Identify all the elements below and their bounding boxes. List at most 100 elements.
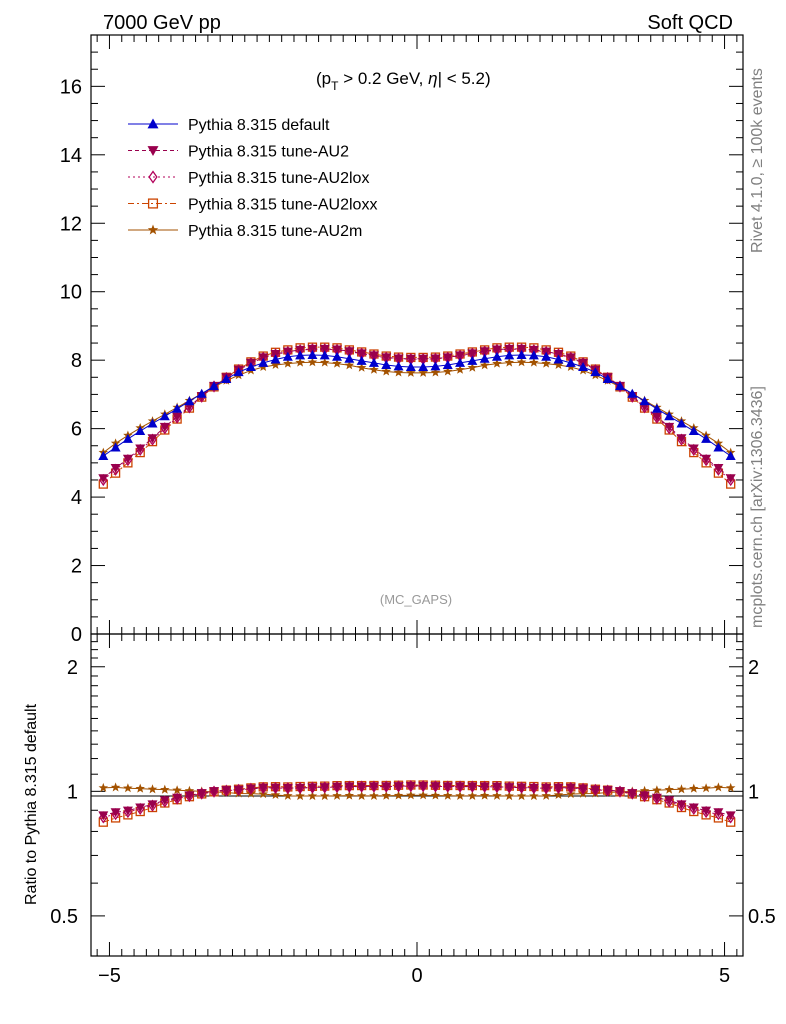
data-point xyxy=(344,353,355,363)
ratio-point xyxy=(135,783,145,793)
ratio-point xyxy=(627,789,638,799)
ratio-point xyxy=(209,787,220,797)
ratio-point xyxy=(282,784,293,794)
data-point xyxy=(233,367,244,377)
ratio-point xyxy=(172,785,182,795)
data-point xyxy=(196,388,207,398)
ratio-point xyxy=(504,791,515,801)
ratio-point xyxy=(319,791,330,801)
data-point xyxy=(491,345,502,355)
data-point xyxy=(319,350,330,360)
data-point xyxy=(344,347,355,357)
ratio-point xyxy=(110,782,121,792)
data-point xyxy=(418,362,429,372)
data-point xyxy=(467,349,478,359)
data-point xyxy=(664,411,675,421)
data-point xyxy=(344,360,355,370)
ratio-point xyxy=(491,782,502,792)
data-point xyxy=(418,367,428,377)
data-point xyxy=(381,366,391,376)
ratio-point xyxy=(430,782,441,792)
data-point xyxy=(516,344,527,354)
data-point xyxy=(504,350,515,360)
data-point xyxy=(467,355,478,365)
series-line xyxy=(102,348,732,479)
ratio-point xyxy=(529,791,539,801)
ratio-point xyxy=(319,783,330,793)
ratio-point xyxy=(184,791,195,801)
y-tick-label: 6 xyxy=(71,419,82,441)
data-point xyxy=(688,444,699,454)
ratio-point xyxy=(504,783,515,793)
data-point xyxy=(393,367,404,377)
data-point xyxy=(651,412,662,422)
data-point xyxy=(627,388,638,398)
ratio-point xyxy=(442,782,453,792)
data-point xyxy=(356,362,367,372)
y-tick-label: 8 xyxy=(71,350,82,372)
ratio-point xyxy=(664,796,675,806)
ratio-point xyxy=(725,811,736,821)
data-point xyxy=(492,358,502,368)
ratio-point xyxy=(245,784,256,794)
y-tick-label: 4 xyxy=(71,487,82,509)
ratio-point xyxy=(332,782,343,792)
ratio-y-tick-label: 2 xyxy=(67,657,78,679)
legend-entry-au2m: Pythia 8.315 tune-AU2m xyxy=(188,223,362,240)
data-point xyxy=(122,454,133,464)
data-point xyxy=(676,418,687,428)
data-point xyxy=(393,361,404,371)
ratio-point xyxy=(381,790,391,800)
data-point xyxy=(381,359,392,369)
data-point xyxy=(467,362,478,372)
ratio-point xyxy=(221,786,232,796)
legend-marker xyxy=(147,198,159,209)
legend-marker xyxy=(147,118,159,129)
data-point xyxy=(245,362,256,372)
y-tick-label: 12 xyxy=(60,213,82,235)
data-point xyxy=(725,451,736,461)
legend-entry-au2loxx: Pythia 8.315 tune-AU2loxx xyxy=(188,197,377,214)
legend-marker xyxy=(147,224,159,235)
ratio-point xyxy=(701,806,712,816)
data-point xyxy=(98,451,109,461)
ratio-point xyxy=(356,790,367,800)
ratio-point xyxy=(689,783,699,793)
ratio-point xyxy=(159,796,170,806)
data-point xyxy=(110,442,121,452)
ratio-point xyxy=(443,790,453,800)
ratio-point xyxy=(479,790,490,800)
ratio-point xyxy=(578,784,589,794)
data-point xyxy=(406,367,416,377)
data-point xyxy=(270,359,281,370)
data-point xyxy=(590,367,601,377)
rivet-label: Rivet 4.1.0, ≥ 100k events xyxy=(749,68,766,253)
data-point xyxy=(701,433,712,443)
ratio-point xyxy=(406,790,416,800)
data-point xyxy=(504,357,515,367)
data-point xyxy=(270,354,281,364)
data-point xyxy=(664,422,675,432)
ratio-point xyxy=(393,790,404,800)
data-point xyxy=(430,361,441,371)
ratio-point xyxy=(565,783,576,793)
data-point xyxy=(319,344,330,354)
ratio-point xyxy=(122,806,133,816)
ratio-y-tick-label: 0.5 xyxy=(50,906,78,928)
ratio-point xyxy=(418,781,429,791)
ratio-y-tick-label-right: 0.5 xyxy=(748,906,776,928)
header-right-title: Soft QCD xyxy=(647,12,733,34)
data-point xyxy=(553,359,564,370)
ratio-point xyxy=(602,786,613,796)
legend: Pythia 8.315 default Pythia 8.315 tune-AU… xyxy=(128,117,377,240)
data-point xyxy=(541,358,551,368)
data-point xyxy=(430,367,441,377)
data-point xyxy=(368,357,379,367)
cut-label-mid: > 0.2 GeV, xyxy=(338,69,428,88)
ratio-y-label: Ratio to Pythia 8.315 default xyxy=(23,703,40,905)
ratio-point xyxy=(676,784,687,794)
data-point xyxy=(221,373,232,383)
data-point xyxy=(701,454,712,464)
ratio-point xyxy=(307,783,318,793)
legend-entry-au2: Pythia 8.315 tune-AU2 xyxy=(188,144,349,161)
